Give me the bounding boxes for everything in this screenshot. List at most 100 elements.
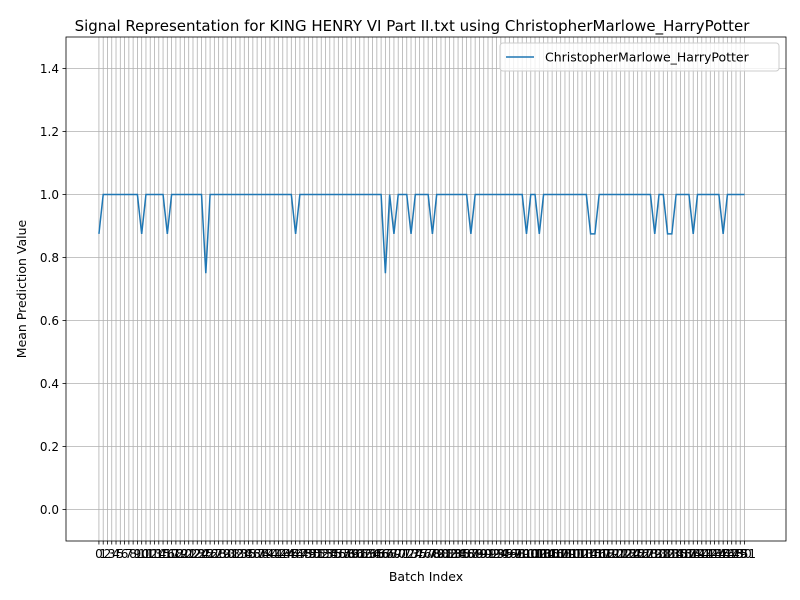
x-tick-label: 39 [258, 547, 273, 561]
x-tick-label: 74 [408, 547, 423, 561]
x-tick-label: 77 [420, 547, 435, 561]
x-tick-label: 61 [352, 547, 367, 561]
x-tick-label: 20 [177, 547, 192, 561]
x-tick-label: 84 [450, 547, 465, 561]
x-tick-label: 108 [549, 547, 572, 561]
x-tick-label: 151 [733, 547, 756, 561]
y-tick-label: 1.0 [40, 188, 59, 202]
x-tick-label: 112 [566, 547, 589, 561]
x-tick-label: 141 [690, 547, 713, 561]
y-tick-label: 1.4 [40, 62, 59, 76]
x-tick-label: 45 [284, 547, 299, 561]
x-tick-label: 127 [630, 547, 653, 561]
x-tick-label: 50 [305, 547, 320, 561]
x-tick-label: 83 [446, 547, 461, 561]
x-tick-label: 101 [519, 547, 542, 561]
x-tick-label: 115 [579, 547, 602, 561]
x-tick-label: 63 [361, 547, 376, 561]
x-tick-label: 123 [613, 547, 636, 561]
x-tick-label: 142 [695, 547, 718, 561]
x-tick-label: 25 [198, 547, 213, 561]
y-axis-ticks: 0.0 0.2 0.4 0.6 0.8 1.0 1.2 1.4 [40, 62, 66, 517]
x-tick-label: 93 [489, 547, 504, 561]
y-gridlines [66, 68, 786, 510]
x-tick-label: 72 [399, 547, 414, 561]
x-tick-label: 13 [147, 547, 162, 561]
x-tick-label: 126 [626, 547, 649, 561]
x-tick-label: 103 [528, 547, 551, 561]
x-tick-label: 15 [155, 547, 170, 561]
x-tick-label: 96 [502, 547, 517, 561]
x-tick-label: 8 [129, 547, 137, 561]
x-tick-label: 88 [468, 547, 483, 561]
x-tick-label: 17 [164, 547, 179, 561]
x-tick-label: 85 [455, 547, 470, 561]
x-axis-ticks: 0123456789101112131415161718192021222324… [95, 541, 756, 561]
x-tick-label: 55 [326, 547, 341, 561]
x-tick-label: 48 [297, 547, 312, 561]
x-tick-label: 137 [673, 547, 696, 561]
x-tick-label: 54 [322, 547, 337, 561]
y-tick-label: 1.2 [40, 125, 59, 139]
x-tick-label: 56 [331, 547, 346, 561]
x-tick-label: 104 [532, 547, 555, 561]
x-tick-label: 97 [506, 547, 521, 561]
x-tick-label: 69 [386, 547, 401, 561]
x-tick-label: 7 [125, 547, 133, 561]
x-tick-label: 107 [545, 547, 568, 561]
x-tick-label: 19 [173, 547, 188, 561]
x-tick-label: 86 [459, 547, 474, 561]
x-tick-label: 70 [391, 547, 406, 561]
x-tick-label: 87 [463, 547, 478, 561]
x-tick-label: 145 [707, 547, 730, 561]
x-tick-label: 133 [656, 547, 679, 561]
x-tick-label: 113 [571, 547, 594, 561]
x-tick-label: 135 [665, 547, 688, 561]
x-tick-label: 6 [121, 547, 129, 561]
x-tick-label: 49 [301, 547, 316, 561]
x-tick-label: 110 [558, 547, 581, 561]
x-tick-label: 35 [241, 547, 256, 561]
x-tick-label: 28 [211, 547, 226, 561]
x-tick-label: 149 [725, 547, 748, 561]
x-tick-label: 100 [515, 547, 538, 561]
x-tick-label: 138 [677, 547, 700, 561]
x-tick-label: 58 [339, 547, 354, 561]
x-axis-label: Batch Index [389, 569, 463, 584]
x-tick-label: 105 [536, 547, 559, 561]
x-tick-label: 12 [143, 547, 158, 561]
x-tick-label: 98 [510, 547, 525, 561]
x-tick-label: 102 [524, 547, 547, 561]
x-tick-label: 66 [373, 547, 388, 561]
x-tick-label: 148 [720, 547, 743, 561]
x-tick-label: 33 [232, 547, 247, 561]
x-tick-label: 143 [699, 547, 722, 561]
x-tick-label: 29 [215, 547, 230, 561]
x-tick-label: 81 [438, 547, 453, 561]
x-tick-label: 11 [138, 547, 153, 561]
x-tick-label: 23 [190, 547, 205, 561]
x-tick-label: 51 [309, 547, 324, 561]
x-tick-label: 44 [279, 547, 294, 561]
x-tick-label: 67 [378, 547, 393, 561]
x-tick-label: 150 [729, 547, 752, 561]
x-tick-label: 129 [639, 547, 662, 561]
chart-title: Signal Representation for KING HENRY VI … [75, 17, 751, 36]
x-tick-label: 62 [356, 547, 371, 561]
x-tick-label: 59 [344, 547, 359, 561]
x-tick-label: 136 [669, 547, 692, 561]
x-tick-label: 24 [194, 547, 209, 561]
x-tick-label: 82 [442, 547, 457, 561]
x-tick-label: 91 [480, 547, 495, 561]
x-tick-label: 9 [134, 547, 142, 561]
x-tick-label: 46 [288, 547, 303, 561]
plot-frame [65, 36, 787, 542]
x-tick-label: 2 [104, 547, 112, 561]
x-tick-label: 114 [575, 547, 598, 561]
x-tick-label: 57 [335, 547, 350, 561]
x-tick-label: 53 [318, 547, 333, 561]
y-tick-label: 0.4 [40, 377, 59, 391]
x-tick-label: 92 [485, 547, 500, 561]
x-tick-label: 43 [275, 547, 290, 561]
x-tick-label: 27 [207, 547, 222, 561]
